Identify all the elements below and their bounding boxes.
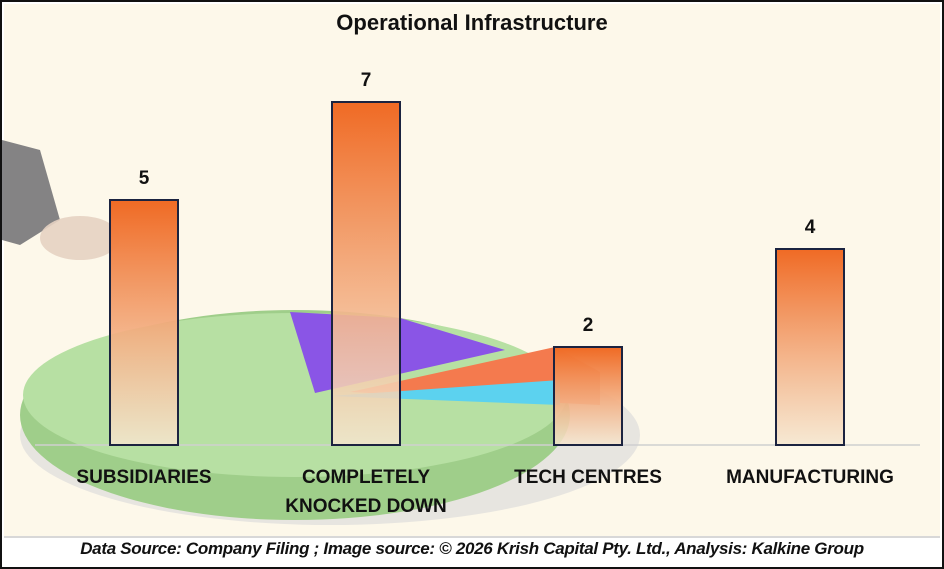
pie-slice-blue — [330, 380, 560, 405]
bar-3 — [775, 248, 845, 446]
bar-0 — [109, 199, 179, 446]
hand-sleeve — [2, 140, 60, 245]
source-footer: Data Source: Company Filing ; Image sour… — [80, 539, 864, 558]
data-label-3: 4 — [805, 217, 816, 238]
data-label-2: 2 — [583, 315, 594, 336]
category-label-3: MANUFACTURING — [726, 467, 894, 488]
category-label-1: COMPLETELY — [302, 467, 430, 488]
data-label-1: 7 — [361, 70, 372, 91]
chart-title: Operational Infrastructure — [336, 10, 608, 35]
data-label-0: 5 — [139, 168, 150, 189]
bar-1 — [331, 101, 401, 446]
category-label-0: SUBSIDIARIES — [76, 467, 211, 488]
hand — [40, 216, 120, 260]
category-label-2: TECH CENTRES — [514, 467, 662, 488]
category-label-1: KNOCKED DOWN — [285, 496, 447, 517]
bar-2 — [553, 346, 623, 446]
